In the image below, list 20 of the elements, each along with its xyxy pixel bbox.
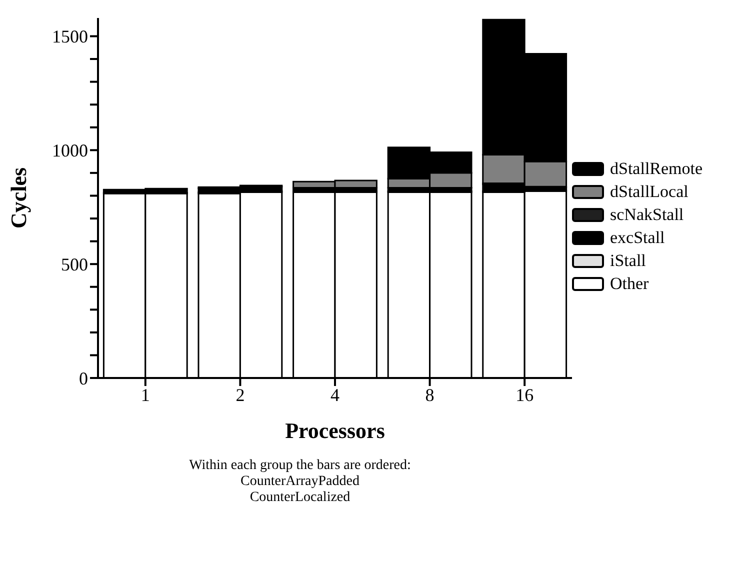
text: CounterArrayPadded <box>240 474 360 490</box>
x-tick-label: 16 <box>516 384 534 405</box>
y-tick-label: 1500 <box>52 26 88 47</box>
x-tick-label: 2 <box>236 384 245 405</box>
y-tick-label: 1000 <box>52 140 88 161</box>
legend-label: dStallLocal <box>610 182 688 202</box>
text: Within each group the bars are ordered: <box>188 458 412 474</box>
legend-label: excStall <box>610 228 665 248</box>
legend-label: iStall <box>610 251 646 271</box>
x-tick-label: 4 <box>330 384 340 405</box>
text: CounterLocalized <box>248 490 352 506</box>
legend-label: Other <box>610 274 649 294</box>
x-axis-title: Processors <box>285 418 386 443</box>
x-tick-label: 8 <box>425 384 434 405</box>
y-tick-label: 0 <box>79 368 88 388</box>
legend-label: dStallRemote <box>610 159 703 179</box>
legend-label: scNakStall <box>610 205 684 225</box>
y-tick-label: 500 <box>61 254 88 274</box>
y-axis-title: Cycles <box>6 167 31 229</box>
x-tick-label: 1 <box>140 384 150 405</box>
